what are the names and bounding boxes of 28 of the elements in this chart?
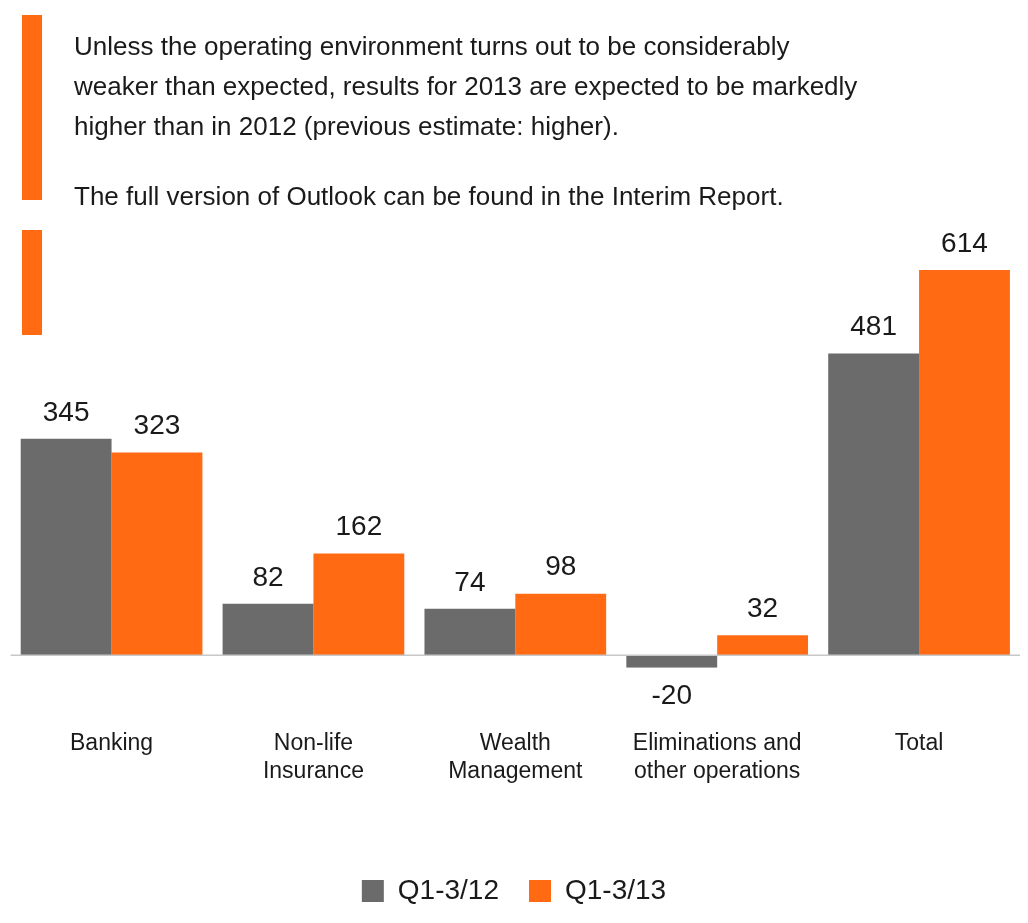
data-label: 162 [335, 510, 383, 542]
x-tick-label: Eliminations and other operations [632, 728, 802, 783]
bar [222, 603, 314, 656]
x-tick-label: Total [894, 728, 944, 755]
bar [111, 452, 203, 656]
data-label: 98 [545, 550, 577, 582]
data-label: 74 [454, 565, 486, 597]
bar [20, 438, 112, 656]
bar [313, 553, 405, 656]
text: The full version of Outlook can be found in the Interim Report. [74, 180, 785, 213]
x-tick-label: Banking [70, 728, 154, 755]
bar [717, 635, 809, 656]
bar [424, 608, 516, 656]
bar [515, 593, 607, 656]
bar [828, 353, 920, 656]
data-label: 481 [850, 310, 897, 342]
data-label: -20 [651, 678, 692, 710]
legend-label: Q1-3/12 [397, 873, 499, 905]
data-label: 345 [42, 395, 90, 427]
data-label: 323 [133, 409, 181, 441]
data-label: 614 [941, 226, 988, 258]
bar [919, 270, 1010, 656]
data-label: 32 [747, 591, 779, 623]
x-tick-label: Non-life Insurance [262, 728, 364, 783]
legend-label: Q1-3/13 [565, 873, 667, 905]
text: Unless the operating environment turns out to be considerably weaker than expected, results for 2013 are expected to be markedly higher than in 2012 (previous estimate: higher). [74, 30, 859, 143]
x-tick-label: Wealth Management [448, 728, 584, 783]
data-label: 82 [252, 560, 284, 592]
